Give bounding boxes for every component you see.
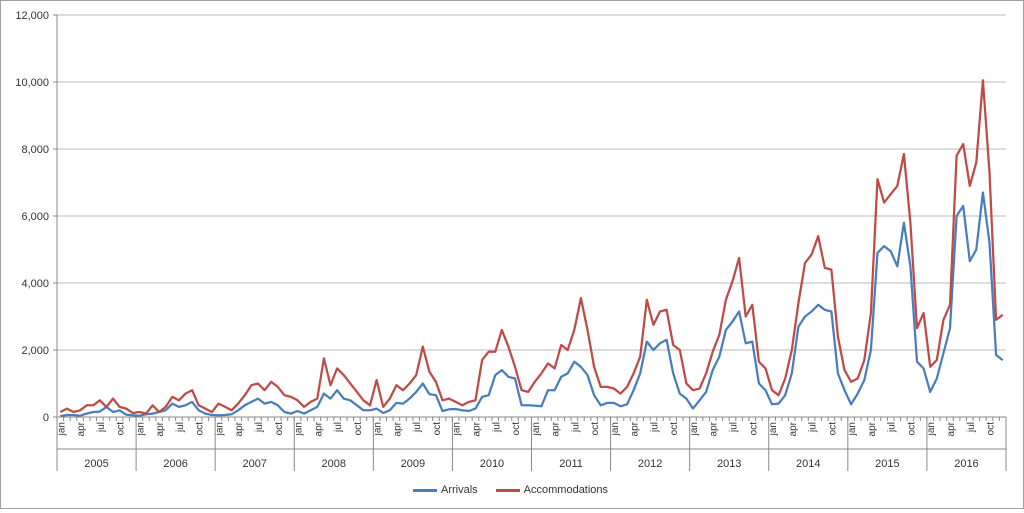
- month-label: jan: [452, 422, 463, 436]
- month-label: jul: [333, 422, 344, 433]
- month-label: oct: [906, 422, 917, 436]
- year-label: 2005: [84, 458, 108, 470]
- month-label: jul: [412, 422, 423, 433]
- month-label: jan: [689, 422, 700, 436]
- month-label: jan: [610, 422, 621, 436]
- month-label: jan: [531, 422, 542, 436]
- month-label: oct: [827, 422, 838, 436]
- y-tick-label: 8,000: [21, 144, 49, 156]
- y-tick-label: 0: [43, 412, 49, 424]
- month-label: jul: [491, 422, 502, 433]
- month-label: jul: [729, 422, 740, 433]
- series-line-arrivals: [60, 191, 1004, 418]
- year-label: 2008: [322, 458, 346, 470]
- month-label: jul: [175, 422, 186, 433]
- month-label: jan: [373, 422, 384, 436]
- month-label: apr: [76, 421, 87, 436]
- month-label: oct: [116, 422, 127, 436]
- month-label: oct: [669, 422, 680, 436]
- month-label: oct: [590, 422, 601, 436]
- month-label: apr: [867, 421, 878, 436]
- year-label: 2012: [638, 458, 662, 470]
- month-label: apr: [630, 421, 641, 436]
- month-label: jan: [294, 422, 305, 436]
- month-label: jan: [847, 422, 858, 436]
- legend-swatch-accommodations: [495, 488, 520, 492]
- month-label: jan: [56, 422, 67, 436]
- legend-item-arrivals: Arrivals: [413, 484, 478, 496]
- month-label: apr: [471, 421, 482, 436]
- month-label: apr: [313, 421, 324, 436]
- year-label: 2014: [796, 458, 820, 470]
- month-label: oct: [274, 422, 285, 436]
- month-label: jan: [768, 422, 779, 436]
- legend-swatch-arrivals: [413, 488, 437, 492]
- year-label: 2009: [401, 458, 425, 470]
- year-label: 2016: [954, 458, 978, 470]
- month-label: oct: [986, 422, 997, 436]
- month-label: apr: [392, 421, 403, 436]
- month-label: oct: [195, 422, 206, 436]
- month-label: jul: [966, 422, 977, 433]
- month-label: jan: [135, 422, 146, 436]
- month-label: jan: [214, 422, 225, 436]
- month-label: apr: [155, 421, 166, 436]
- year-label: 2007: [242, 458, 266, 470]
- month-label: oct: [748, 422, 759, 436]
- series-line-accommodations: [59, 79, 1004, 415]
- month-label: apr: [788, 421, 799, 436]
- y-tick-label: 6,000: [21, 211, 49, 223]
- y-tick-label: 12,000: [15, 10, 49, 22]
- month-label: jul: [887, 422, 898, 433]
- legend-label-arrivals: Arrivals: [441, 484, 478, 496]
- month-label: apr: [946, 421, 957, 436]
- month-label: jan: [926, 422, 937, 436]
- y-tick-label: 4,000: [21, 278, 49, 290]
- month-label: jul: [808, 422, 819, 433]
- legend-label-accommodations: Accommodations: [523, 484, 609, 496]
- y-tick-label: 10,000: [15, 77, 49, 89]
- month-label: apr: [709, 421, 720, 436]
- month-label: jul: [96, 422, 107, 433]
- month-label: oct: [432, 422, 443, 436]
- year-label: 2015: [875, 458, 899, 470]
- year-label: 2013: [717, 458, 741, 470]
- month-label: jul: [570, 422, 581, 433]
- month-label: apr: [551, 421, 562, 436]
- month-label: jul: [254, 422, 265, 433]
- month-label: apr: [234, 421, 245, 436]
- month-label: oct: [353, 422, 364, 436]
- chart-legend: Arrivals Accommodations: [413, 483, 626, 497]
- year-label: 2010: [480, 458, 504, 470]
- y-tick-label: 2,000: [21, 345, 49, 357]
- year-label: 2011: [559, 458, 583, 470]
- month-label: jul: [649, 422, 660, 433]
- month-label: oct: [511, 422, 522, 436]
- year-label: 2006: [163, 458, 187, 470]
- legend-item-accommodations: Accommodations: [495, 484, 609, 496]
